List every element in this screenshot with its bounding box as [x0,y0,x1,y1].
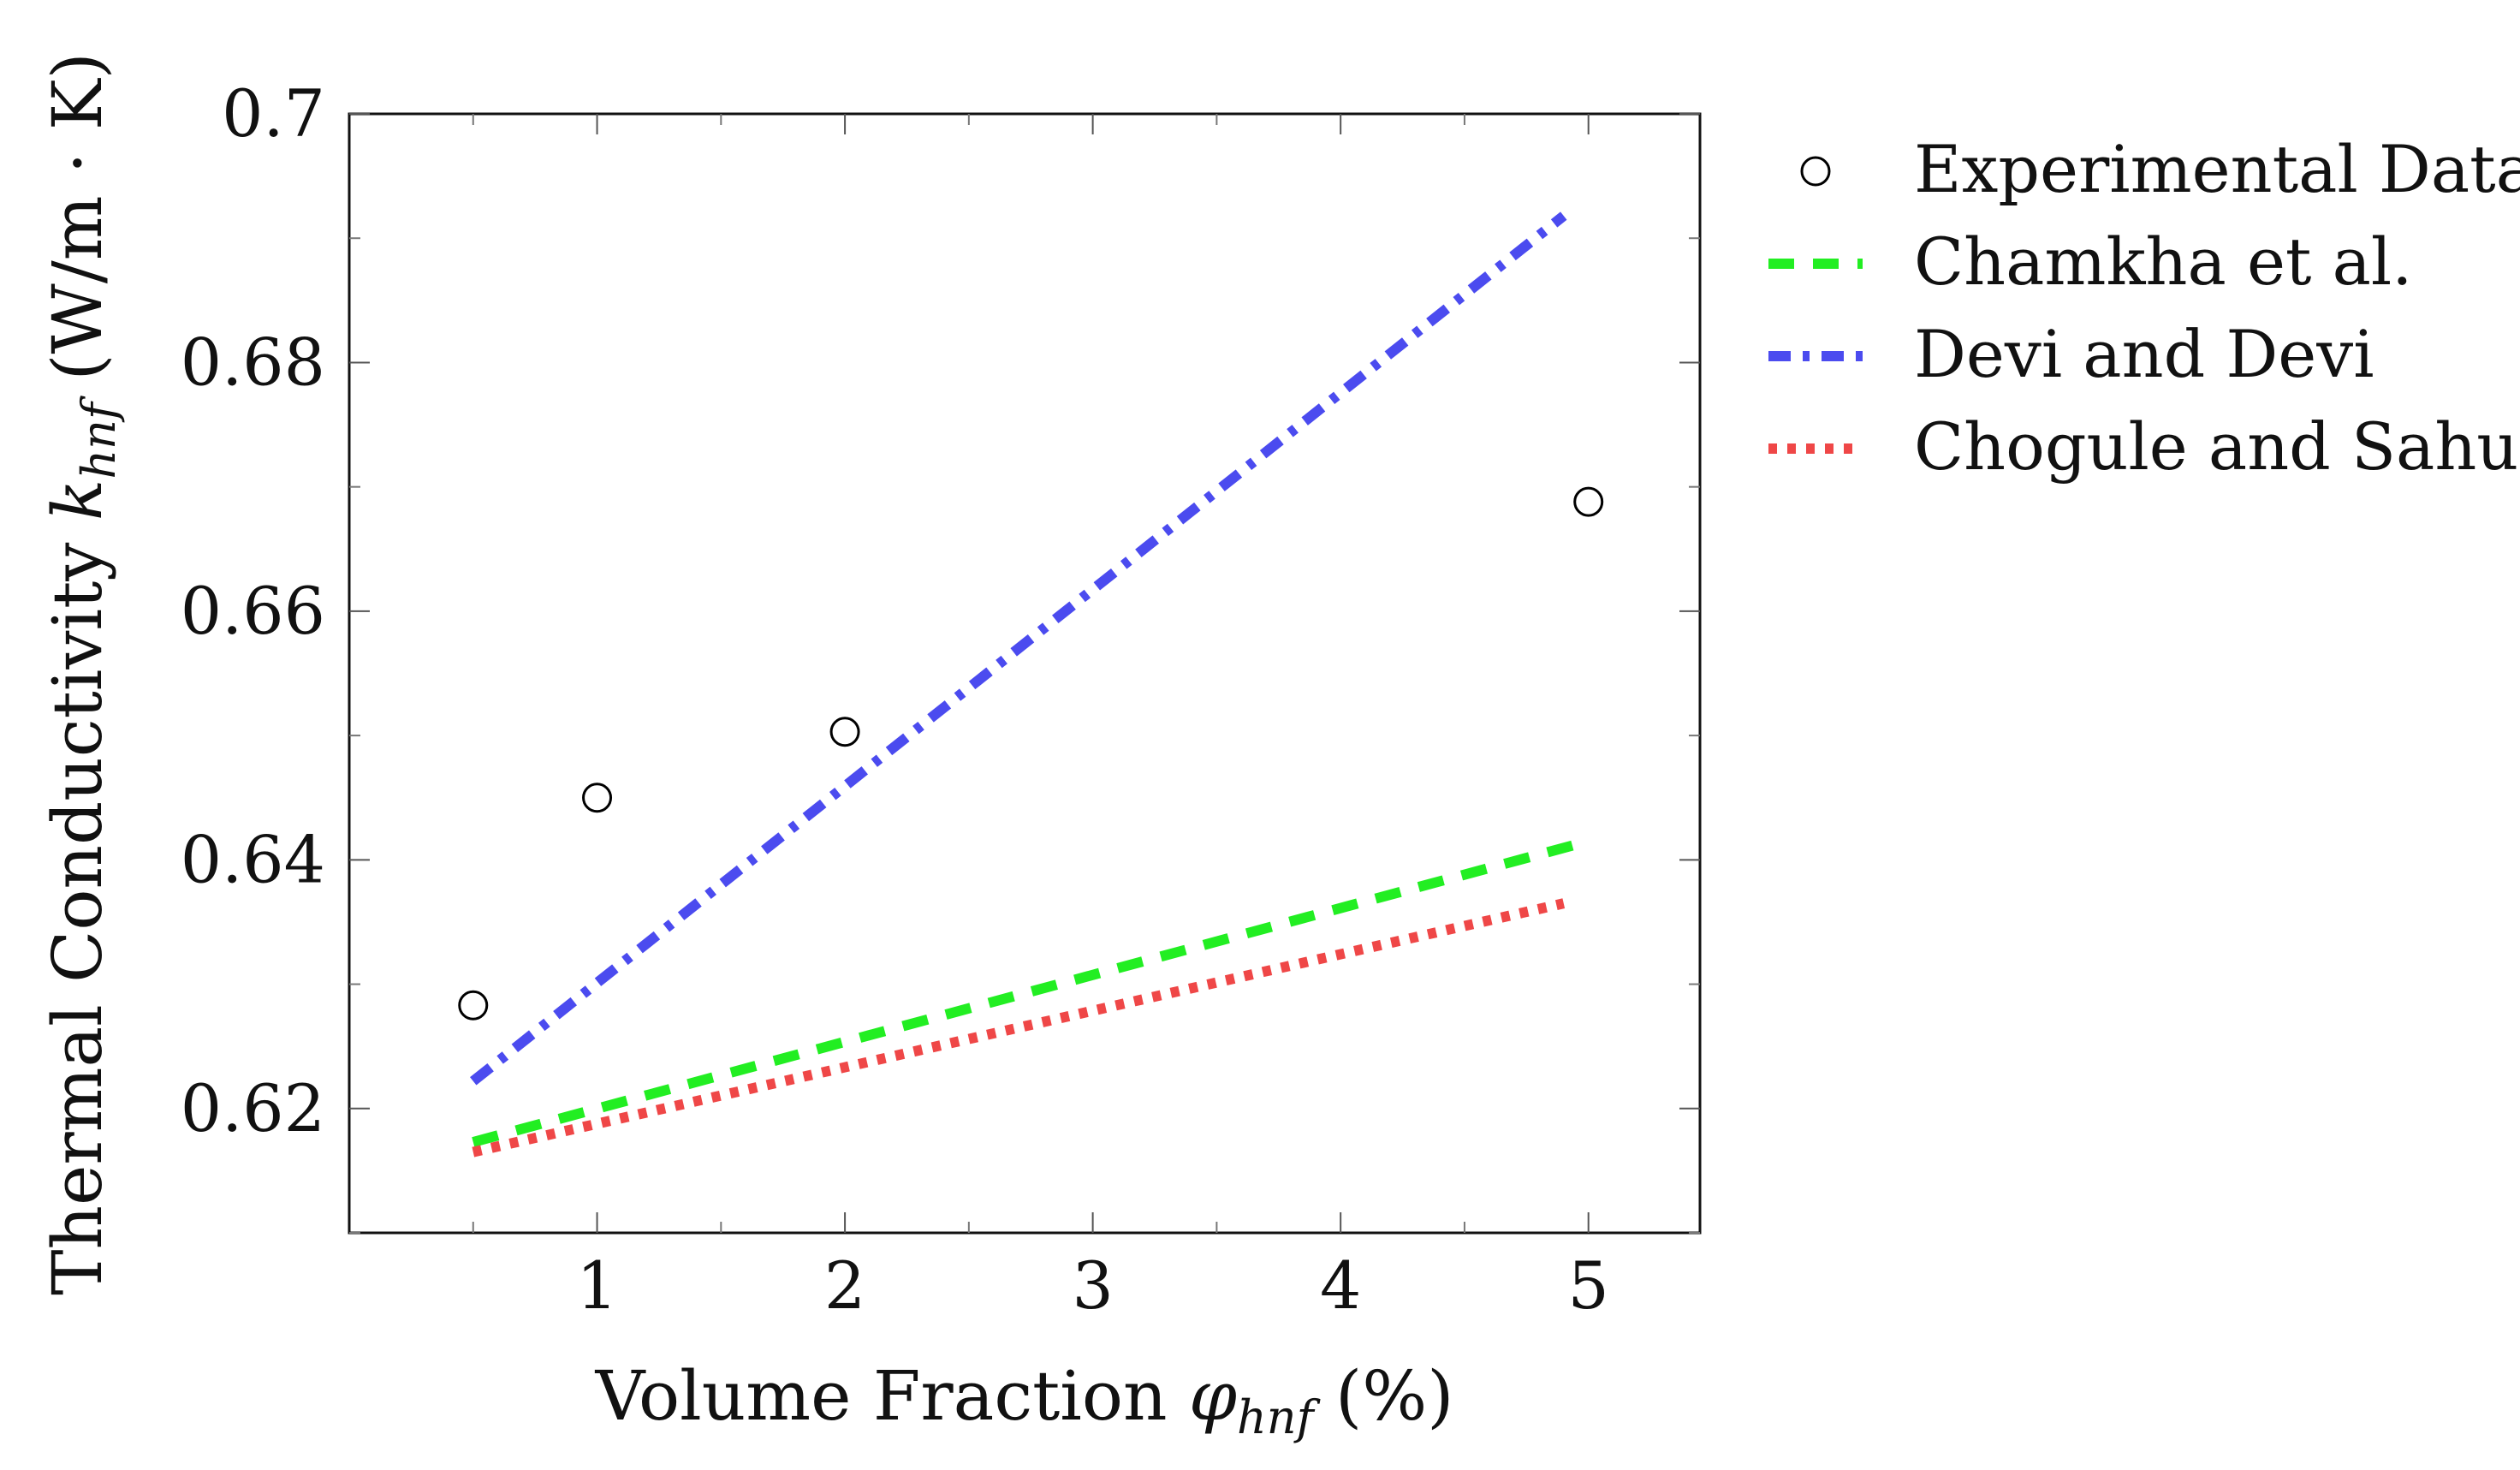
tick-labels: 1 2 3 4 5 0.62 0.64 0.66 0.68 0.7 [181,75,1609,1324]
experimental-data-point [458,990,489,1021]
y-tick-label: 0.62 [181,1070,325,1146]
x-axis-title: Volume Fraction φhnf (%) [595,1356,1454,1444]
x-tick-label: 5 [1568,1247,1609,1324]
x-tick-label: 1 [576,1247,617,1324]
series-layer [458,211,1604,1158]
legend-label-chogule-and-sahu: Chogule and Sahu [1914,408,2518,485]
y-axis-title: Thermal Conductivity khnf (W/m · K) [38,52,126,1295]
x-tick-label: 3 [1072,1247,1113,1324]
experimental-data-point [582,783,613,813]
legend-label-experimental-data: Experimental Data [1914,131,2520,207]
y-tick-label: 0.68 [181,324,325,400]
devi-and-devi-line [470,211,1567,1086]
legend-label-devi-and-devi: Devi and Devi [1914,316,2374,392]
axis-ticks [349,113,1700,1234]
experimental-data-point [829,717,860,747]
legend: Experimental Data Chamkha et al. Devi and … [1768,131,2520,485]
plot-area [348,112,1702,1235]
x-tick-label: 2 [824,1247,865,1324]
x-tick-label: 4 [1320,1247,1361,1324]
legend-marker-experimental-data [1800,156,1831,187]
legend-label-chamkha-et-al: Chamkha et al. [1914,223,2412,300]
y-tick-label: 0.66 [181,573,325,649]
y-tick-label: 0.7 [222,75,325,152]
chamkha-et-al-line [472,836,1590,1147]
experimental-data-point [1573,486,1604,517]
y-tick-label: 0.64 [181,821,325,897]
